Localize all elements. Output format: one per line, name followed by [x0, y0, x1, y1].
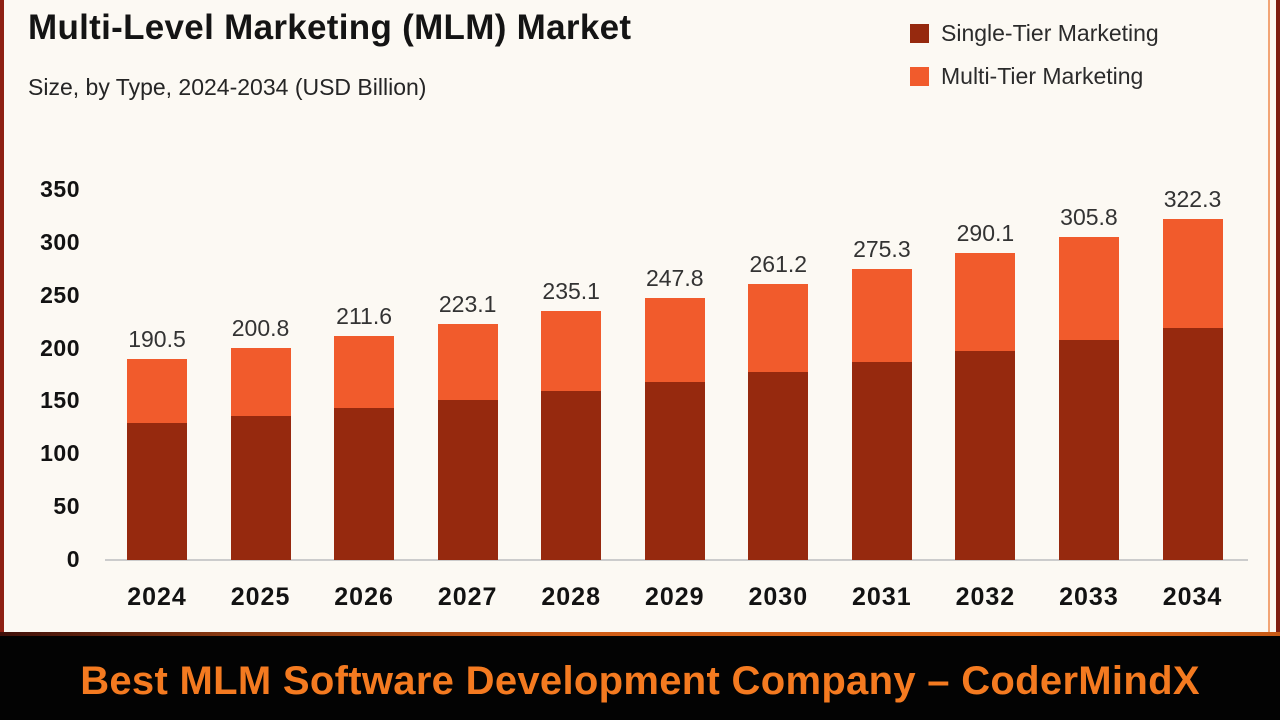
stacked-bar-chart: 0 50 100 150 200 250 300 350 190.5 2024 200.8 2025 2… — [40, 176, 1248, 611]
x-axis-baseline — [105, 559, 1248, 561]
bar-single-tier-2032 — [955, 351, 1016, 560]
bar-single-tier-2029 — [644, 381, 705, 560]
left-frame-line — [0, 0, 4, 632]
bar-total-label: 275.3 — [853, 236, 911, 262]
y-axis-tick-label: 250 — [40, 281, 80, 308]
y-axis-tick-label: 200 — [40, 334, 80, 361]
x-axis-tick-label: 2024 — [127, 583, 187, 611]
bar-multi-tier-2034 — [1162, 219, 1223, 329]
legend-label: Single-Tier Marketing — [941, 20, 1159, 46]
x-axis-tick-label: 2025 — [230, 583, 291, 611]
x-axis-tick-label: 2030 — [748, 583, 809, 611]
y-axis-tick-label: 300 — [40, 228, 80, 255]
bar-multi-tier-2024 — [127, 358, 187, 424]
x-axis-tick-label: 2033 — [1059, 583, 1119, 611]
bar-single-tier-2030 — [748, 372, 809, 560]
y-axis-tick-label: 0 — [66, 546, 80, 572]
y-axis-tick-label: 150 — [40, 387, 80, 414]
bar-multi-tier-2032 — [955, 253, 1016, 352]
bar-multi-tier-2027 — [437, 324, 498, 400]
bar-multi-tier-2030 — [748, 283, 809, 373]
bar-total-label: 200.8 — [231, 314, 290, 341]
bar-multi-tier-2033 — [1058, 236, 1119, 341]
bar-single-tier-2027 — [437, 399, 498, 560]
bar-single-tier-2025 — [230, 415, 291, 560]
bar-total-label: 290.1 — [956, 220, 1015, 247]
page-title: Multi-Level Marketing (MLM) Market — [28, 8, 632, 47]
bar-total-label: 235.1 — [542, 278, 600, 305]
right-frame-line — [1276, 0, 1280, 632]
right-frame-inner-line — [1268, 0, 1270, 632]
chart-legend: Single-Tier Marketing Multi-Tier Marketi… — [910, 12, 1159, 98]
x-axis-tick-label: 2031 — [852, 583, 912, 611]
footer-banner: Best MLM Software Development Company – … — [0, 636, 1280, 720]
bar-multi-tier-2028 — [541, 311, 602, 391]
banner-top-border — [0, 632, 1280, 636]
x-axis-tick-label: 2034 — [1162, 583, 1223, 611]
y-axis-tick-label: 350 — [40, 176, 80, 203]
y-axis-tick-label: 50 — [53, 493, 80, 520]
legend-swatch — [910, 67, 929, 86]
bar-total-label: 211.6 — [336, 303, 393, 330]
bar-multi-tier-2025 — [230, 347, 291, 416]
x-axis-tick-label: 2026 — [334, 583, 394, 611]
legend-item-single-tier: Single-Tier Marketing — [910, 12, 1159, 55]
bar-multi-tier-2031 — [851, 269, 912, 363]
bar-total-label: 322.3 — [1163, 186, 1222, 213]
x-axis-tick-label: 2029 — [644, 583, 705, 611]
bar-single-tier-2034 — [1162, 328, 1223, 560]
legend-swatch — [910, 24, 929, 43]
bar-total-label: 305.8 — [1060, 203, 1118, 230]
bar-single-tier-2031 — [851, 362, 912, 560]
y-axis-tick-label: 100 — [40, 440, 80, 467]
legend-item-multi-tier: Multi-Tier Marketing — [910, 55, 1159, 98]
bar-total-label: 247.8 — [645, 265, 704, 292]
bar-single-tier-2026 — [334, 407, 395, 560]
bar-total-label: 190.5 — [128, 325, 186, 352]
x-axis-tick-label: 2032 — [955, 583, 1016, 611]
x-axis-tick-label: 2028 — [541, 583, 601, 611]
bar-single-tier-2033 — [1058, 340, 1119, 560]
bar-single-tier-2028 — [541, 390, 602, 560]
bar-single-tier-2024 — [127, 423, 187, 560]
x-axis-tick-label: 2027 — [437, 583, 498, 611]
legend-label: Multi-Tier Marketing — [941, 63, 1144, 89]
bar-multi-tier-2029 — [644, 298, 705, 382]
page-subtitle: Size, by Type, 2024-2034 (USD Billion) — [28, 74, 427, 100]
footer-banner-text: Best MLM Software Development Company – … — [80, 658, 1200, 703]
bar-total-label: 223.1 — [438, 291, 497, 318]
bar-total-label: 261.2 — [749, 250, 808, 277]
bar-multi-tier-2026 — [334, 336, 395, 408]
